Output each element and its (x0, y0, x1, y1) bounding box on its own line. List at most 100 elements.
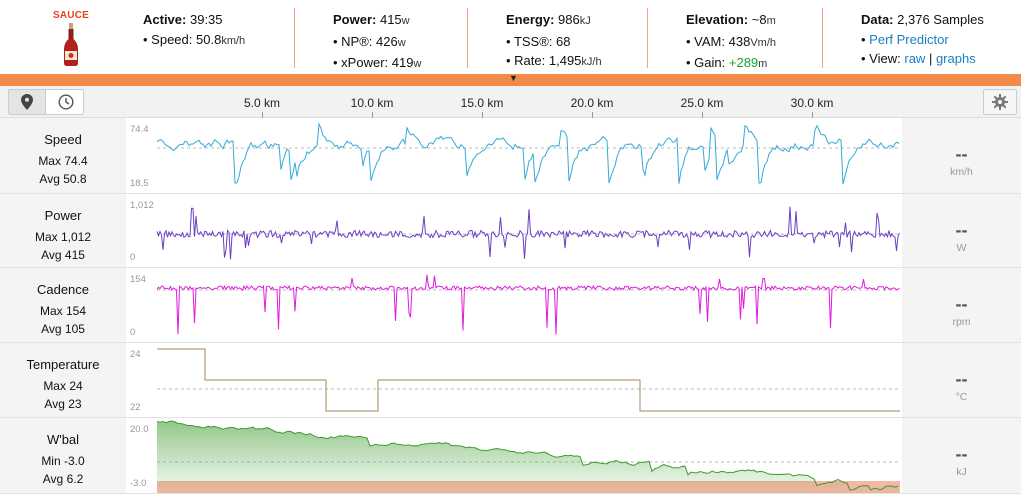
metric-name: Power (44, 208, 82, 223)
distance-tick-mark (262, 112, 263, 118)
stat-value: 23 (68, 397, 82, 411)
view-graphs-link[interactable]: graphs (935, 51, 976, 66)
elevation-label: Elevation: (686, 12, 749, 27)
distance-tick-mark (592, 112, 593, 118)
data-stats: Data: 2,376 Samples • Perf Predictor • V… (861, 12, 984, 66)
distance-tick-label: 5.0 km (243, 96, 281, 110)
stat-label: Max (43, 379, 66, 393)
speed-unit: km/h (221, 34, 246, 47)
distance-tick-mark (812, 112, 813, 118)
map-marker-button[interactable] (9, 90, 46, 114)
axis-max-label: 1,012 (130, 200, 154, 211)
cadence-stats: Cadence Max 154 Avg 105 (0, 268, 126, 343)
sauce-logo: SAUCE (40, 10, 102, 67)
cadence-trace (156, 274, 900, 335)
wbal-live-value: -- kJ (902, 418, 1021, 494)
elevation-value: ~8 (751, 12, 767, 27)
data-label: Data: (861, 12, 894, 27)
metric-name: Speed (44, 132, 82, 147)
wbal-chart-svg[interactable] (126, 418, 902, 494)
metric-name: Temperature (26, 357, 100, 372)
metric-stat-1: Min -3.0 (0, 454, 126, 468)
wbal-trace (156, 420, 899, 491)
temperature-chart-svg[interactable] (126, 343, 902, 418)
stat-value: 415 (64, 248, 85, 262)
stat-value: 6.2 (66, 472, 84, 486)
axis-max-label: 20.0 (130, 424, 149, 435)
axis-min-label: 18.5 (130, 178, 149, 189)
wbal-stats: W'bal Min -3.0 Avg 6.2 (0, 418, 126, 494)
power-label: Power: (333, 12, 377, 27)
stat-label: Avg (42, 472, 64, 486)
collapse-header-bar[interactable]: ▼ (0, 73, 1021, 86)
power-chart-svg[interactable] (126, 194, 902, 268)
power-trace (156, 206, 900, 260)
metric-stat-1: Max 1,012 (0, 230, 126, 244)
cadence-live-value: -- rpm (902, 268, 1021, 343)
metric-name: Cadence (36, 282, 90, 297)
energy-unit: kJ (579, 15, 591, 27)
power-stats: Power Max 1,012 Avg 415 (0, 194, 126, 268)
gain-label: Gain: (694, 55, 726, 70)
live-value: -- (955, 294, 968, 314)
cadence-chart[interactable]: 154 0 (126, 268, 902, 343)
tss-label: TSS®: (513, 33, 553, 49)
stat-label: Avg (41, 322, 62, 336)
metric-stat-1: Max 74.4 (0, 154, 126, 168)
metric-stat-2: Avg 50.8 (0, 172, 126, 186)
gain-value: +289 (728, 55, 759, 70)
map-pin-icon (21, 94, 33, 110)
metric-stat-1: Max 154 (0, 304, 126, 318)
divider (467, 8, 468, 68)
speed-label: Speed: (151, 31, 193, 47)
stat-value: 1,012 (60, 230, 92, 244)
energy-label: Energy: (506, 12, 555, 27)
cadence-chart-svg[interactable] (126, 268, 902, 343)
stat-label: Max (39, 304, 63, 318)
metric-unit: kJ (956, 466, 967, 478)
np-value: 426 (376, 33, 398, 49)
metric-stat-2: Avg 23 (0, 397, 126, 411)
stat-label: Max (38, 154, 61, 168)
rate-value: 1,495 (548, 53, 582, 68)
xpower-value: 419 (391, 55, 414, 70)
metric-stat-2: Avg 105 (0, 322, 126, 336)
divider (294, 8, 295, 68)
power-chart[interactable]: 1,012 0 (126, 194, 902, 268)
temperature-trace (157, 348, 900, 412)
temperature-chart[interactable]: 24 22 (126, 343, 902, 418)
settings-button[interactable] (983, 89, 1017, 115)
metric-stat-1: Max 24 (0, 379, 126, 393)
wbal-chart[interactable]: 20.0 -3.0 (126, 418, 902, 494)
vam-label: VAM: (694, 33, 725, 49)
distance-tick-label: 20.0 km (570, 96, 614, 110)
metric-stat-2: Avg 415 (0, 248, 126, 262)
logo-text: SAUCE (52, 10, 89, 21)
perf-predictor-link[interactable]: Perf Predictor (869, 31, 949, 47)
distance-tick-mark (702, 112, 703, 118)
temperature-live-value: -- °C (902, 343, 1021, 418)
power-stats: Power: 415w • NP®: 426w • xPower: 419w (333, 12, 422, 70)
time-axis-button[interactable] (47, 90, 84, 114)
speed-chart[interactable]: 74.4 18.5 (126, 118, 902, 194)
np-label: NP®: (341, 33, 373, 49)
samples-count: 2,376 Samples (897, 12, 984, 27)
metric-unit: rpm (952, 316, 971, 328)
speed-chart-svg[interactable] (126, 118, 902, 194)
energy-stats: Energy: 986kJ • TSS®: 68 • Rate: 1,495kJ… (506, 12, 602, 68)
np-unit: w (397, 36, 406, 49)
view-raw-link[interactable]: raw (904, 51, 926, 66)
stat-value: 105 (64, 322, 85, 336)
axis-min-label: -3.0 (130, 478, 147, 489)
divider (647, 8, 648, 68)
speed-live-value: -- km/h (902, 118, 1021, 194)
stat-value: 24 (69, 379, 83, 393)
metric-unit: km/h (950, 166, 973, 178)
double-chevron-down-icon[interactable]: ▼ (509, 73, 518, 83)
axis-min-label: 0 (130, 252, 136, 263)
wbal-area (157, 421, 900, 493)
xpower-unit: w (413, 58, 422, 70)
axis-max-label: 154 (130, 274, 146, 285)
power-row: Power Max 1,012 Avg 415 1,012 0 -- W (0, 194, 1021, 268)
elevation-stats: Elevation: ~8m • VAM: 438Vm/h • Gain: +2… (686, 12, 777, 70)
